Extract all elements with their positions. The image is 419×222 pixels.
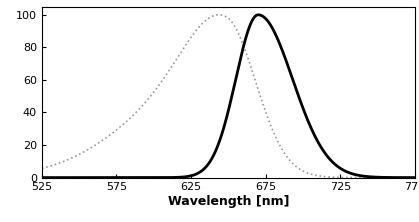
X-axis label: Wavelength [nm]: Wavelength [nm] xyxy=(168,195,289,208)
